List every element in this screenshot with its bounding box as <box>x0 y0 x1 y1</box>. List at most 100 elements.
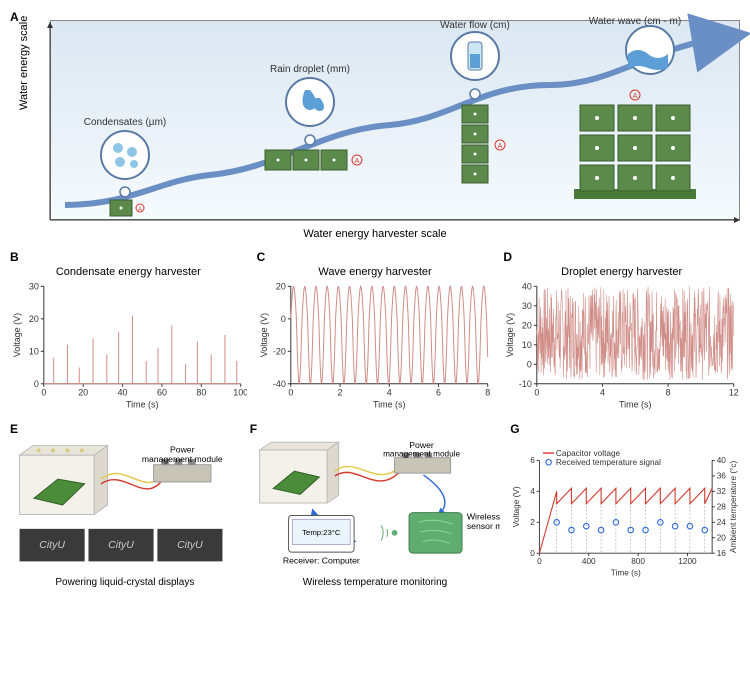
svg-text:0: 0 <box>281 314 286 324</box>
svg-text:0: 0 <box>288 388 293 398</box>
wireless-sensor-icon <box>409 513 462 553</box>
svg-text:0: 0 <box>527 359 532 369</box>
panel-b-label: B <box>10 250 19 264</box>
svg-text:40: 40 <box>717 456 727 465</box>
panel-d-title: Droplet energy harvester <box>503 266 740 278</box>
svg-text:-20: -20 <box>273 346 286 356</box>
panel-d: D Droplet energy harvester 04812-1001020… <box>503 248 740 410</box>
svg-text:Ambient temperature (°c): Ambient temperature (°c) <box>729 460 738 553</box>
panel-e: E <box>10 420 240 588</box>
svg-text:20: 20 <box>78 388 88 398</box>
svg-text:32: 32 <box>717 487 727 496</box>
svg-text:1200: 1200 <box>679 557 698 566</box>
svg-text:2: 2 <box>531 518 536 527</box>
svg-text:80: 80 <box>196 388 206 398</box>
chart-d-svg: 04812-10010203040Time (s)Voltage (V) <box>503 280 740 410</box>
svg-text:sensor module: sensor module <box>467 521 501 531</box>
panel-g-label: G <box>510 422 519 436</box>
condensates-label: Condensates (µm) <box>84 117 166 128</box>
panel-f-svg: Power management module Wireless sensor … <box>250 438 501 568</box>
device-1x1: A <box>110 200 144 216</box>
row-efg: E <box>10 420 740 588</box>
receiver-icon: Temp:23°C <box>288 516 354 553</box>
panel-f: F Power management module <box>250 420 501 588</box>
svg-text:Time (s): Time (s) <box>619 400 651 410</box>
svg-text:60: 60 <box>157 388 167 398</box>
panel-a-svg: Condensates (µm) A Rain droplet (mm) <box>10 10 750 230</box>
svg-text:800: 800 <box>632 557 646 566</box>
rain-droplet-icon <box>286 78 334 126</box>
svg-text:10: 10 <box>522 340 532 350</box>
water-flow-icon <box>451 32 499 80</box>
svg-text:8: 8 <box>485 388 490 398</box>
svg-text:Voltage (V): Voltage (V) <box>512 486 521 527</box>
anchor-dot <box>120 187 130 197</box>
svg-text:30: 30 <box>522 301 532 311</box>
svg-text:6: 6 <box>436 388 441 398</box>
svg-text:Time (s): Time (s) <box>126 400 158 410</box>
svg-text:0: 0 <box>537 557 542 566</box>
svg-text:30: 30 <box>29 281 39 291</box>
svg-text:Temp:23°C: Temp:23°C <box>302 528 341 537</box>
svg-text:Wireless: Wireless <box>467 511 501 521</box>
pm-label-e: Power <box>170 444 195 454</box>
svg-text:Voltage (V): Voltage (V) <box>12 313 22 357</box>
svg-text:400: 400 <box>582 557 596 566</box>
panel-b-title: Condensate energy harvester <box>10 266 247 278</box>
svg-text:Time (s): Time (s) <box>373 400 405 410</box>
panel-e-svg: Power management module CityU CityU City… <box>10 438 240 568</box>
svg-text:CityU: CityU <box>177 539 203 551</box>
svg-text:6: 6 <box>531 456 536 465</box>
wave-label: Water wave (cm - m) <box>589 16 681 27</box>
row-bcd: B Condensate energy harvester 0204060801… <box>10 248 740 410</box>
svg-text:28: 28 <box>717 503 727 512</box>
svg-text:Receiver: Computer: Receiver: Computer <box>283 556 360 566</box>
svg-text:4: 4 <box>600 388 605 398</box>
panel-a: A Condensates (µm) <box>10 10 740 240</box>
rain-label: Rain droplet (mm) <box>270 64 350 75</box>
device-4x1: A <box>462 105 505 183</box>
device-3x1: A <box>265 150 362 170</box>
chart-b-svg: 0204060801000102030Time (s)Voltage (V) <box>10 280 247 410</box>
svg-text:CityU: CityU <box>108 539 134 551</box>
svg-text:management module: management module <box>142 454 223 464</box>
panel-a-xlabel: Water energy harvester scale <box>10 228 740 240</box>
panel-d-label: D <box>503 250 512 264</box>
svg-text:Voltage (V): Voltage (V) <box>505 313 515 357</box>
panel-c: C Wave energy harvester 02468-40-20020Ti… <box>257 248 494 410</box>
figure: A Condensates (µm) <box>0 0 750 598</box>
svg-text:Time (s): Time (s) <box>611 568 641 577</box>
svg-text:management module: management module <box>383 450 460 459</box>
svg-text:Voltage (V): Voltage (V) <box>259 313 269 357</box>
anchor-dot <box>305 135 315 145</box>
svg-text:A: A <box>355 158 360 165</box>
chart-c-svg: 0 2 4 6 8 -40 -20 0 20 Time (s) Voltage (V) <box>257 280 494 410</box>
anchor-dot <box>470 89 480 99</box>
svg-text:8: 8 <box>666 388 671 398</box>
svg-text:4: 4 <box>386 388 391 398</box>
svg-text:16: 16 <box>717 549 727 558</box>
svg-text:0: 0 <box>531 549 536 558</box>
svg-text:-40: -40 <box>273 379 286 389</box>
svg-text:Capacitor voltage: Capacitor voltage <box>556 449 621 458</box>
panel-f-label: F <box>250 422 257 436</box>
svg-text:20: 20 <box>717 534 727 543</box>
panel-f-caption: Wireless temperature monitoring <box>250 577 501 588</box>
water-wave-icon <box>626 26 674 74</box>
svg-text:A: A <box>498 143 503 150</box>
svg-text:36: 36 <box>717 472 727 481</box>
flow-label: Water flow (cm) <box>440 20 510 31</box>
svg-text:20: 20 <box>276 281 286 291</box>
svg-text:-10: -10 <box>519 379 532 389</box>
device-3x3: A <box>574 90 696 199</box>
svg-text:20: 20 <box>522 320 532 330</box>
svg-text:2: 2 <box>337 388 342 398</box>
chart-g-svg: 040080012000246Time (s)Voltage (V)162024… <box>510 438 740 583</box>
svg-text:0: 0 <box>41 388 46 398</box>
svg-text:4: 4 <box>531 487 536 496</box>
svg-text:A: A <box>633 93 638 100</box>
lcd-tiles: CityU <box>20 529 85 562</box>
panel-e-label: E <box>10 422 18 436</box>
svg-text:0: 0 <box>535 388 540 398</box>
panel-b: B Condensate energy harvester 0204060801… <box>10 248 247 410</box>
